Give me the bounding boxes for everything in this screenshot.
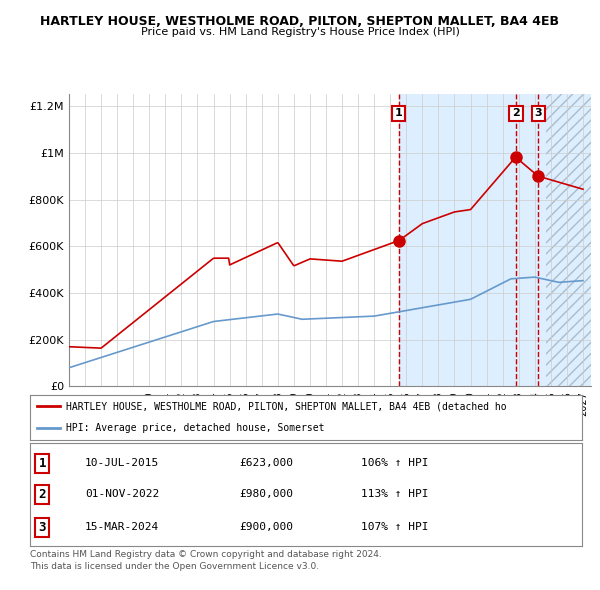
Text: Contains HM Land Registry data © Crown copyright and database right 2024.: Contains HM Land Registry data © Crown c…: [30, 550, 382, 559]
Text: This data is licensed under the Open Government Licence v3.0.: This data is licensed under the Open Gov…: [30, 562, 319, 571]
Text: 2: 2: [512, 109, 520, 119]
Text: HARTLEY HOUSE, WESTHOLME ROAD, PILTON, SHEPTON MALLET, BA4 4EB (detached ho: HARTLEY HOUSE, WESTHOLME ROAD, PILTON, S…: [66, 401, 506, 411]
Text: £980,000: £980,000: [240, 489, 294, 499]
Text: 10-JUL-2015: 10-JUL-2015: [85, 458, 160, 468]
Text: 1: 1: [395, 109, 403, 119]
Text: 01-NOV-2022: 01-NOV-2022: [85, 489, 160, 499]
Text: £900,000: £900,000: [240, 522, 294, 532]
Text: HPI: Average price, detached house, Somerset: HPI: Average price, detached house, Some…: [66, 424, 325, 434]
Text: Price paid vs. HM Land Registry's House Price Index (HPI): Price paid vs. HM Land Registry's House …: [140, 27, 460, 37]
Text: HARTLEY HOUSE, WESTHOLME ROAD, PILTON, SHEPTON MALLET, BA4 4EB: HARTLEY HOUSE, WESTHOLME ROAD, PILTON, S…: [41, 15, 560, 28]
Text: 15-MAR-2024: 15-MAR-2024: [85, 522, 160, 532]
Bar: [546, 94, 591, 386]
Text: 113% ↑ HPI: 113% ↑ HPI: [361, 489, 428, 499]
Text: 106% ↑ HPI: 106% ↑ HPI: [361, 458, 428, 468]
Text: 3: 3: [535, 109, 542, 119]
Text: 3: 3: [38, 520, 46, 534]
Text: 2: 2: [38, 487, 46, 501]
Text: £623,000: £623,000: [240, 458, 294, 468]
Bar: [398, 94, 546, 386]
Text: 107% ↑ HPI: 107% ↑ HPI: [361, 522, 428, 532]
Text: 1: 1: [38, 457, 46, 470]
